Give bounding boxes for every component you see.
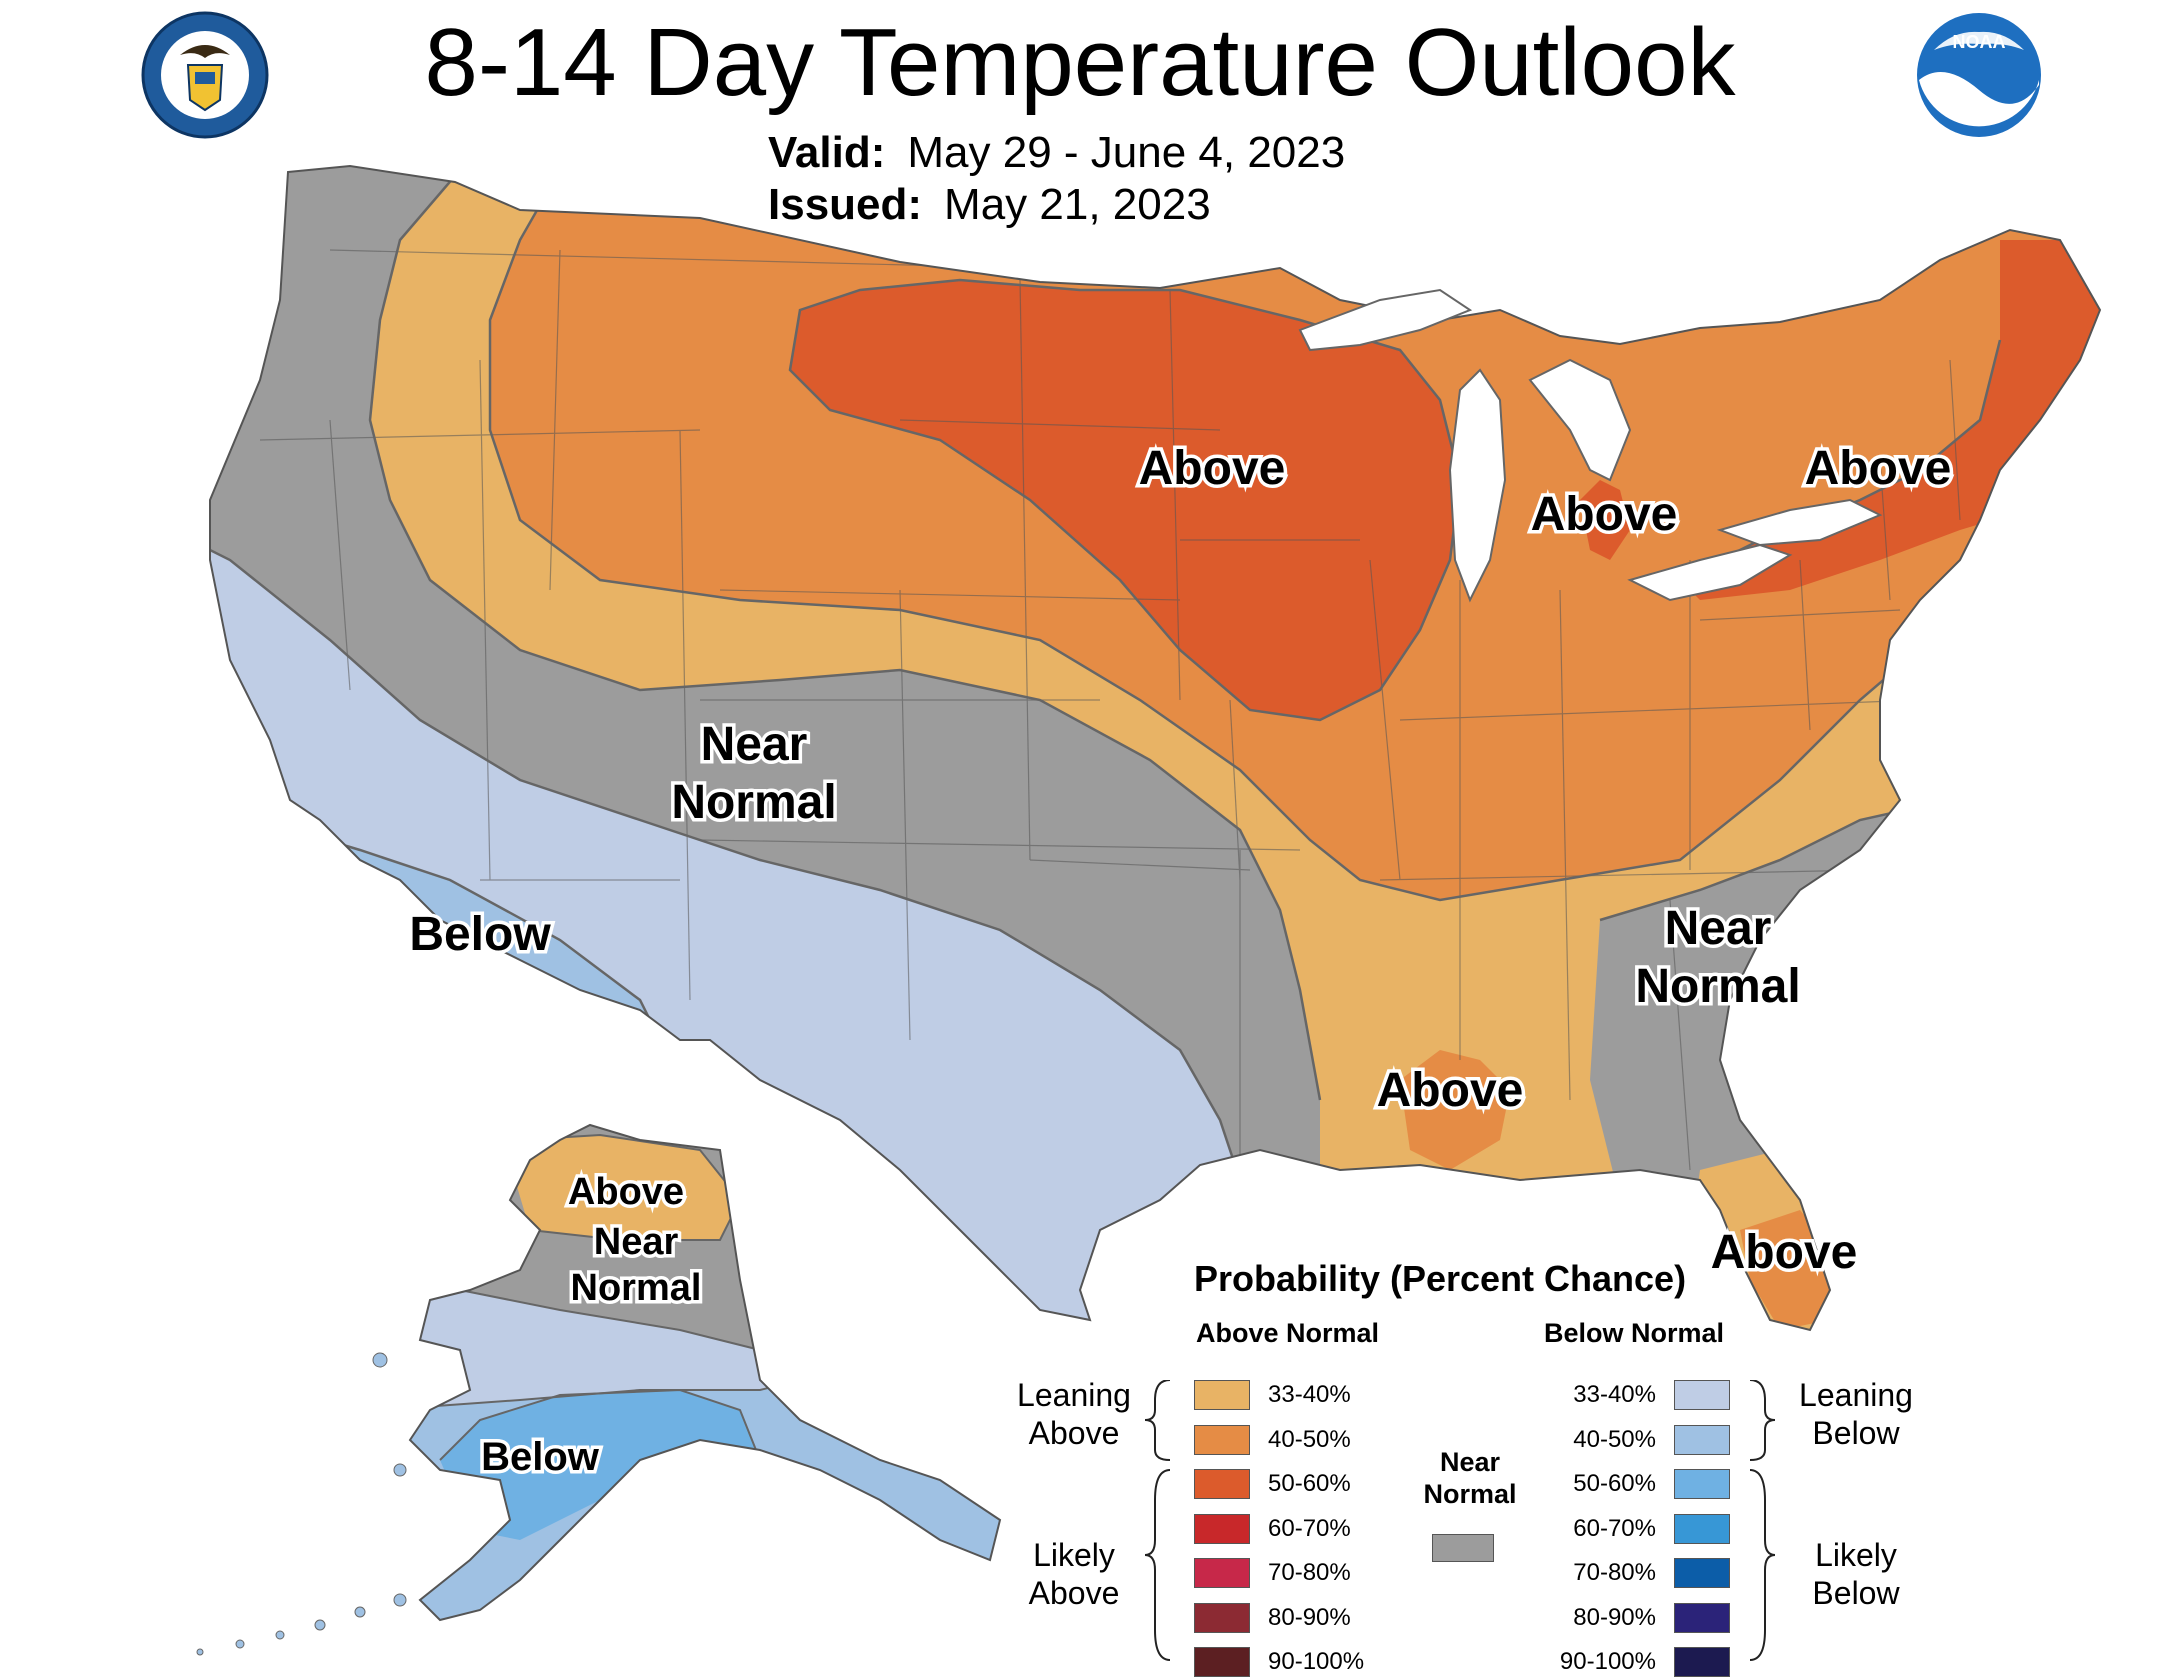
- legend-below-swatch: [1674, 1602, 1730, 1633]
- legend-above-label: 80-90%: [1268, 1603, 1351, 1631]
- label-near-normal-west-line2: Normal: [671, 776, 836, 829]
- legend-leaning-above-line2: Above: [1028, 1415, 1120, 1451]
- issued-label: Issued:: [768, 180, 923, 229]
- label-near-normal-west-line1: Near: [701, 718, 808, 771]
- legend-likely-below-line2: Below: [1812, 1575, 1900, 1611]
- legend-likely-above-line1: Likely: [1033, 1537, 1115, 1573]
- legend-above-swatch: [1194, 1513, 1250, 1544]
- issued-line: Issued: May 21, 2023: [768, 180, 1211, 230]
- label-above-midwest: Above: [1139, 442, 1286, 495]
- legend-above-swatch: [1194, 1424, 1250, 1455]
- legend-near-normal: Near Normal: [1400, 1446, 1540, 1510]
- legend-below-label: 50-60%: [1573, 1470, 1656, 1497]
- label-below-alaska: Below: [481, 1435, 600, 1479]
- legend-below-label: 60-70%: [1573, 1514, 1656, 1542]
- issued-value: May 21, 2023: [944, 180, 1211, 229]
- legend-title: Probability (Percent Chance): [1193, 1258, 1687, 1299]
- label-above-gulf: Above: [1377, 1064, 1524, 1117]
- legend-below-label: 80-90%: [1573, 1603, 1656, 1631]
- label-above-florida: Above: [1711, 1226, 1858, 1279]
- legend-likely-above-line2: Above: [1028, 1575, 1120, 1611]
- label-above-northeast: Above: [1805, 442, 1952, 495]
- legend-below-heading: Below Normal: [1544, 1318, 1725, 1348]
- legend-above-swatch: [1194, 1647, 1250, 1677]
- legend-near-normal-line1: Near: [1439, 1447, 1501, 1477]
- label-near-normal-alaska-line2: Normal: [571, 1267, 702, 1309]
- legend-leaning-below-line2: Below: [1812, 1415, 1900, 1451]
- valid-label: Valid:: [768, 128, 886, 177]
- legend-brace-below: [1749, 1380, 1776, 1661]
- legend-above-label: 90-100%: [1268, 1648, 1365, 1675]
- valid-line: Valid: May 29 - June 4, 2023: [768, 128, 1345, 178]
- legend-above-swatch: [1194, 1380, 1250, 1410]
- legend-above-label: 33-40%: [1268, 1381, 1351, 1408]
- legend-leaning-above: Leaning Above: [1004, 1376, 1144, 1452]
- legend-leaning-below-line1: Leaning: [1799, 1377, 1913, 1413]
- legend-above-label: 50-60%: [1268, 1470, 1351, 1497]
- doc-seal-icon: [141, 11, 269, 139]
- noaa-logo-text: NOAA: [1953, 32, 2006, 52]
- legend-leaning-above-line1: Leaning: [1017, 1377, 1131, 1413]
- label-below-southwest: Below: [409, 908, 551, 961]
- legend-below-label: 33-40%: [1573, 1381, 1656, 1408]
- legend-below-label: 90-100%: [1559, 1648, 1656, 1675]
- legend-above-swatch: [1194, 1602, 1250, 1633]
- legend-above-swatch: [1194, 1558, 1250, 1588]
- legend-below-swatch: [1674, 1513, 1730, 1544]
- label-near-normal-southeast-line2: Normal: [1635, 960, 1800, 1013]
- noaa-logo-icon: NOAA: [1917, 13, 2041, 137]
- legend-likely-above: Likely Above: [1004, 1536, 1144, 1612]
- legend-likely-below: Likely Below: [1786, 1536, 1926, 1612]
- valid-value: May 29 - June 4, 2023: [907, 128, 1346, 177]
- label-near-normal-alaska-line1: Near: [594, 1221, 679, 1263]
- legend-above-label: 60-70%: [1268, 1514, 1351, 1542]
- legend-near-normal-swatch: [1432, 1534, 1494, 1562]
- label-above-alaska: Above: [568, 1171, 684, 1213]
- page-title: 8-14 Day Temperature Outlook: [424, 9, 1736, 116]
- legend-below-label: 70-80%: [1573, 1559, 1656, 1586]
- legend-below-swatch: [1674, 1380, 1730, 1410]
- legend-above-swatch: [1194, 1469, 1250, 1499]
- legend-likely-below-line1: Likely: [1815, 1537, 1897, 1573]
- legend-below-swatch: [1674, 1424, 1730, 1455]
- legend-below-swatch: [1674, 1647, 1730, 1677]
- legend-below-swatch: [1674, 1469, 1730, 1499]
- label-above-michigan: Above: [1531, 488, 1678, 541]
- legend-above-label: 70-80%: [1268, 1559, 1351, 1586]
- legend-near-normal-line2: Normal: [1423, 1479, 1517, 1509]
- legend-above-label: 40-50%: [1268, 1425, 1351, 1453]
- legend-brace-above: [1144, 1380, 1171, 1661]
- legend-above-heading: Above Normal: [1196, 1318, 1380, 1348]
- legend-below-label: 40-50%: [1573, 1425, 1656, 1453]
- legend-leaning-below: Leaning Below: [1786, 1376, 1926, 1452]
- label-near-normal-southeast-line1: Near: [1665, 902, 1772, 955]
- legend-below-swatch: [1674, 1558, 1730, 1588]
